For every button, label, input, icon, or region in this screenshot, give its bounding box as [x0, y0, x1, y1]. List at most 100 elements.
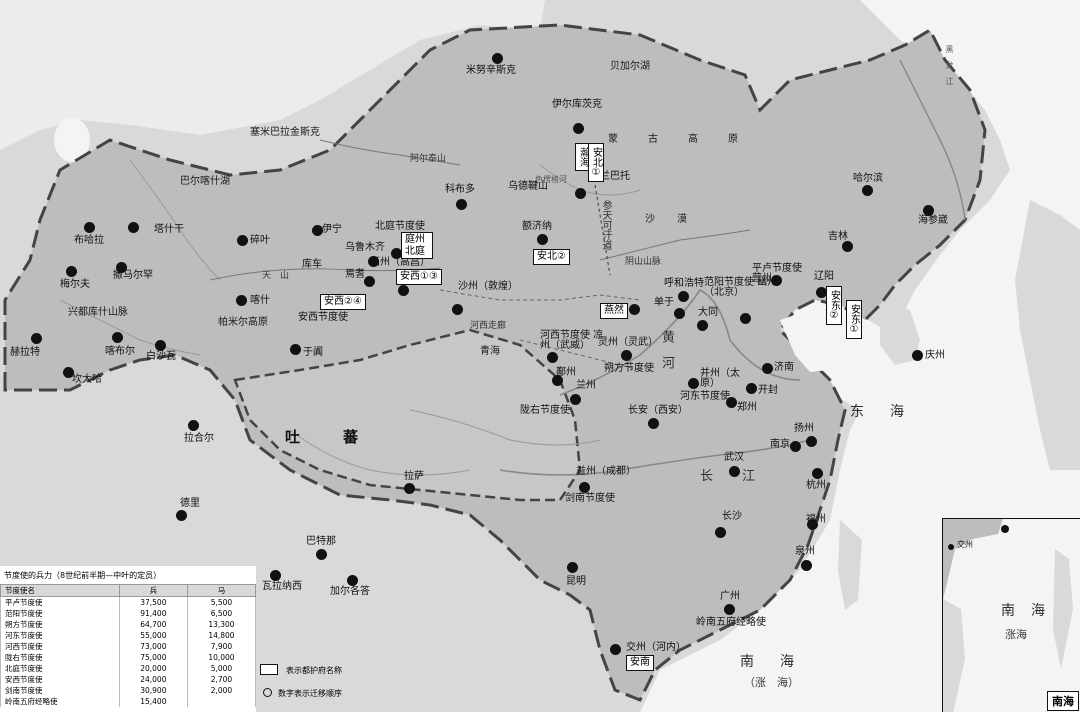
taiwan-land	[838, 520, 862, 610]
cell-soldiers: 75,000	[118, 652, 188, 663]
table-row: 安西节度使 24,000 2,700	[0, 674, 257, 685]
city-peshawar: 白沙瓦	[146, 351, 176, 362]
city-dot	[236, 295, 247, 306]
city-khotan: 于阗	[303, 347, 323, 358]
table-row: 河东节度使 55,000 14,800	[0, 630, 257, 641]
city-dot	[771, 275, 782, 286]
city-dot	[552, 375, 563, 386]
city-dot	[347, 575, 358, 586]
garrison-header-soldiers: 兵	[118, 584, 188, 597]
city-youzhou: 范阳节度使 幽州（北京）	[704, 277, 778, 298]
box-anbei1: 安北①	[588, 143, 604, 182]
city-minusinsk: 米努辛斯克	[466, 65, 516, 76]
city-merv: 梅尔夫	[60, 279, 90, 290]
city-dot	[724, 604, 735, 615]
city-yining: 伊宁	[322, 224, 342, 235]
inset-label-jiaozhou: 交州	[957, 540, 973, 549]
city-dot	[404, 483, 415, 494]
cell-soldiers: 15,400	[118, 696, 188, 707]
minor-river-2	[289, 429, 471, 476]
city-dot	[112, 332, 123, 343]
table-row: 北庭节度使 20,000 5,000	[0, 663, 257, 674]
city-harbin: 哈尔滨	[853, 173, 883, 184]
table-row: 河西节度使 73,000 7,900	[0, 641, 257, 652]
city-dot	[729, 466, 740, 477]
label-tianshan: 天 山	[262, 271, 290, 281]
city-beiting-jiedu: 北庭节度使	[375, 221, 425, 232]
box-andong1: 安东①	[846, 300, 862, 339]
city-hangzhou: 杭州	[806, 480, 826, 491]
city-urumqi: 乌鲁木齐	[345, 242, 385, 253]
label-yinshan: 阴山山脉	[625, 257, 662, 267]
city-irkutsk: 伊尔库茨克	[552, 99, 602, 110]
city-vladivostok: 海参崴	[918, 215, 948, 226]
city-samarkand: 撒马尔罕	[113, 270, 153, 281]
city-dot	[368, 256, 379, 267]
altai-line	[319, 139, 461, 166]
city-anxi-jiedu: 安西节度使	[298, 312, 348, 323]
table-row: 剑南节度使 30,900 2,000	[0, 685, 257, 696]
city-dot	[66, 266, 77, 277]
city-dot	[629, 304, 640, 315]
city-dot	[912, 350, 923, 361]
garrison-header-horses: 马	[186, 584, 257, 597]
label-altai: 阿尔泰山	[410, 154, 447, 164]
city-dot	[567, 562, 578, 573]
inset-label-hai: 海	[1031, 603, 1051, 619]
city-ulaanbaatar: 乌兰巴托	[590, 171, 630, 182]
city-ejina: 额济纳	[522, 221, 552, 232]
label-south-sea: 南 海	[740, 654, 800, 670]
city-kolkata: 加尔各答	[330, 586, 370, 597]
city-lahore: 拉合尔	[184, 433, 214, 444]
legend-circle-label: 数字表示迁移顺序	[278, 689, 342, 698]
cell-soldiers: 20,000	[118, 663, 188, 674]
city-dot	[31, 333, 42, 344]
city-dot	[312, 225, 323, 236]
city-dot	[726, 397, 737, 408]
table-row: 范阳节度使 91,400 6,500	[0, 608, 257, 619]
city-dot	[570, 394, 581, 405]
aral-sea	[54, 118, 90, 162]
city-dot	[492, 53, 503, 64]
garrison-title: 节度使的兵力（8世纪前半期—中叶的定员）	[4, 571, 162, 580]
syr-darya	[129, 159, 221, 281]
cell-horses: 5,000	[186, 663, 257, 674]
city-shazhou: 沙州（敦煌）	[458, 281, 518, 292]
city-tashkent: 塔什干	[154, 224, 184, 235]
label-heilongjiang: 黑 龙 江	[945, 45, 954, 85]
south-sea-inset: 交州 南 海 涨海 南海	[942, 518, 1080, 712]
city-yizhou: 益州（成都）	[576, 466, 636, 477]
city-quanzhou: 泉州	[795, 546, 815, 557]
city-jilin: 吉林	[828, 231, 848, 242]
label-mongol: 蒙 古 高 原	[608, 134, 748, 145]
inner-border-1	[439, 289, 641, 301]
city-dot	[762, 363, 773, 374]
cell-horses	[186, 696, 257, 707]
cell-name: 平卢节度使	[0, 596, 120, 608]
legend-circle-swatch	[263, 688, 272, 697]
city-kandahar: 坎大哈	[72, 374, 102, 385]
city-dot	[806, 436, 817, 447]
city-dot	[188, 420, 199, 431]
cell-name: 安西节度使	[0, 674, 120, 685]
bohai-sea	[780, 310, 845, 372]
garrison-header-row: 节度使名 兵 马	[0, 584, 257, 597]
city-lhasa: 拉萨	[404, 471, 424, 482]
city-bukhara: 布哈拉	[74, 235, 104, 246]
garrison-table-panel: 节度使的兵力（8世纪前半期—中叶的定员） 节度使名 兵 马 平卢节度使 37,50…	[0, 566, 257, 712]
city-changan: 长安（西安）	[628, 405, 688, 416]
city-patna: 巴特那	[306, 536, 336, 547]
city-dot	[816, 287, 827, 298]
box-annan: 安南	[626, 655, 654, 671]
city-kobdo: 科布多	[445, 184, 475, 195]
city-jinan: 济南	[774, 362, 794, 373]
city-dot	[452, 304, 463, 315]
city-dot	[674, 308, 685, 319]
city-dot	[862, 185, 873, 196]
garrison-header-name: 节度使名	[0, 584, 120, 597]
label-selenga: 色楞格河	[535, 175, 567, 184]
city-kashgar: 喀什	[250, 295, 270, 306]
city-dot	[391, 248, 402, 259]
yinshan-line	[599, 229, 751, 261]
